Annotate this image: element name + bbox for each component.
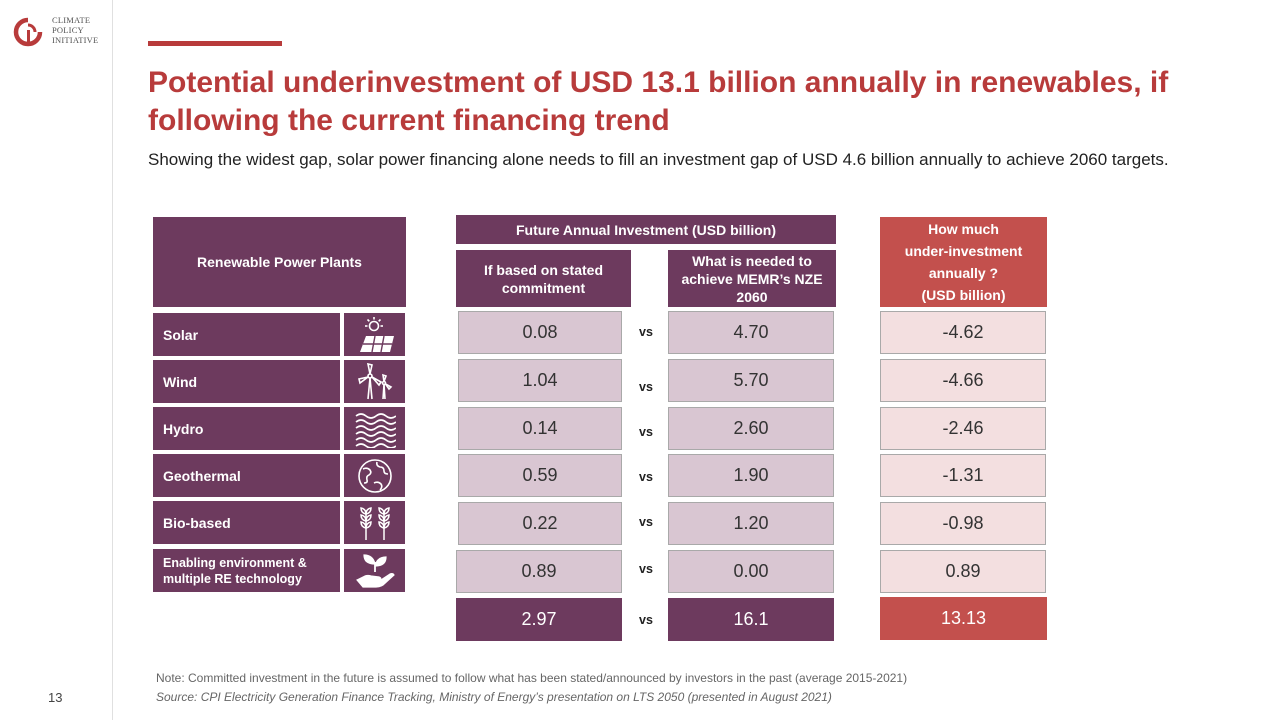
vs-label-geothermal: vs — [639, 470, 653, 484]
vs-label-wind: vs — [639, 380, 653, 394]
left-margin-rule — [112, 0, 113, 720]
value-gap-enabling-environment: 0.89 — [880, 550, 1046, 593]
plant-label-geothermal: Geothermal — [153, 454, 340, 497]
icon-box-enabling-environment — [344, 549, 405, 592]
value-needed-solar: 4.70 — [668, 311, 834, 354]
logo-line-2: POLICY — [52, 25, 84, 35]
header-future-investment: Future Annual Investment (USD billion) — [456, 215, 836, 244]
value-stated-bio-based: 0.22 — [458, 502, 622, 545]
value-stated-enabling-environment: 0.89 — [456, 550, 622, 593]
logo-line-3: INITIATIVE — [52, 35, 99, 45]
header-stated-commitment: If based on stated commitment — [456, 250, 631, 307]
icon-box-bio-based — [344, 501, 405, 544]
header-under-line-2: under-investment — [904, 243, 1023, 259]
icon-box-wind — [344, 360, 405, 403]
icon-box-solar — [344, 313, 405, 356]
value-gap-hydro: -2.46 — [880, 407, 1046, 450]
plant-label-enabling-environment: Enabling environment & multiple RE techn… — [153, 549, 340, 592]
icon-box-hydro — [344, 407, 405, 450]
icon-box-geothermal — [344, 454, 405, 497]
value-needed-geothermal: 1.90 — [668, 454, 834, 497]
value-stated-solar: 0.08 — [458, 311, 622, 354]
value-stated-geothermal: 0.59 — [458, 454, 622, 497]
value-stated-wind: 1.04 — [458, 359, 622, 402]
header-under-line-3: annually ? — [928, 265, 999, 281]
plant-label-wind: Wind — [153, 360, 340, 403]
vs-label-hydro: vs — [639, 425, 653, 439]
value-gap-wind: -4.66 — [880, 359, 1046, 402]
footnote: Note: Committed investment in the future… — [156, 671, 908, 685]
plant-label-solar: Solar — [153, 313, 340, 356]
header-under-line-1: How much — [928, 221, 999, 237]
value-gap-total: 13.13 — [880, 597, 1047, 640]
globe-icon — [357, 458, 392, 493]
title-accent-bar — [148, 41, 282, 46]
header-under-investment: How much under-investment annually ? (US… — [880, 217, 1047, 307]
source-note: Source: CPI Electricity Generation Finan… — [156, 690, 832, 704]
header-under-line-4: (USD billion) — [921, 287, 1006, 303]
header-renewable-plants: Renewable Power Plants — [153, 217, 406, 307]
value-stated-total: 2.97 — [456, 598, 622, 641]
page-title: Potential underinvestment of USD 13.1 bi… — [148, 66, 1169, 137]
value-gap-geothermal: -1.31 — [880, 454, 1046, 497]
vs-label-total: vs — [639, 613, 653, 627]
vs-label-bio-based: vs — [639, 515, 653, 529]
cpi-logo-mark — [13, 17, 43, 47]
value-needed-bio-based: 1.20 — [668, 502, 834, 545]
value-needed-enabling-environment: 0.00 — [668, 550, 834, 593]
header-needed-nze: What is needed to achieve MEMR’s NZE 206… — [668, 250, 836, 307]
cpi-logo-text: CLIMATE POLICY INITIATIVE — [52, 15, 98, 45]
water-waves-icon — [355, 412, 396, 448]
value-needed-wind: 5.70 — [668, 359, 834, 402]
value-stated-hydro: 0.14 — [458, 407, 622, 450]
value-gap-solar: -4.62 — [880, 311, 1046, 354]
vs-label-enabling-environment: vs — [639, 562, 653, 576]
wheat-icon — [359, 506, 390, 540]
vs-label-solar: vs — [639, 325, 653, 339]
solar-panel-icon — [359, 316, 394, 352]
page-number: 13 — [48, 690, 63, 705]
cpi-logo: CLIMATE POLICY INITIATIVE — [11, 14, 111, 50]
plant-label-hydro: Hydro — [153, 407, 340, 450]
plant-label-bio-based: Bio-based — [153, 501, 340, 544]
wind-turbine-icon — [357, 362, 392, 399]
hand-plant-icon — [355, 553, 395, 588]
logo-line-1: CLIMATE — [52, 15, 91, 25]
page-subtitle: Showing the widest gap, solar power fina… — [148, 150, 1169, 169]
value-gap-bio-based: -0.98 — [880, 502, 1046, 545]
value-needed-hydro: 2.60 — [668, 407, 834, 450]
value-needed-total: 16.1 — [668, 598, 834, 641]
